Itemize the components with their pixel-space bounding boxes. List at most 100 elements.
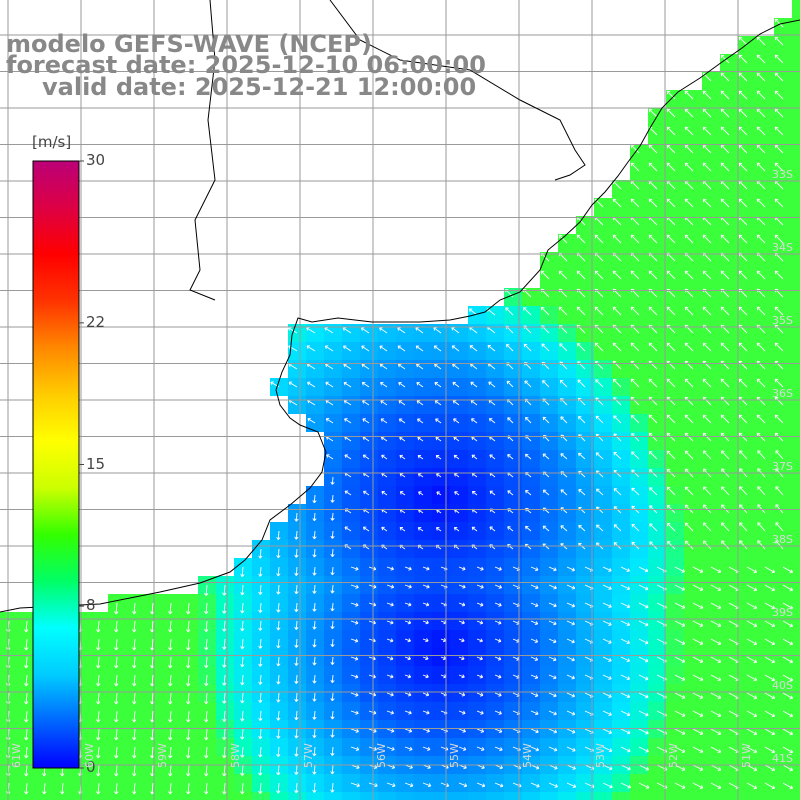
wind-arrow bbox=[595, 415, 604, 424]
wind-arrow bbox=[330, 566, 335, 576]
wind-arrow bbox=[666, 522, 676, 532]
wind-arrow bbox=[775, 540, 784, 550]
wind-arrow bbox=[782, 602, 793, 610]
wind-arrow bbox=[398, 400, 406, 406]
wind-arrow bbox=[602, 656, 612, 662]
field-cell bbox=[576, 792, 594, 800]
wind-arrow bbox=[620, 764, 631, 771]
wind-arrow bbox=[638, 584, 649, 591]
wind-arrow bbox=[471, 454, 478, 460]
wind-arrow bbox=[494, 584, 502, 589]
field-cell bbox=[342, 792, 360, 800]
wind-arrow bbox=[343, 381, 352, 388]
wind-arrow bbox=[558, 306, 568, 316]
wind-arrow bbox=[458, 710, 466, 715]
lon-label: 59W bbox=[156, 743, 169, 768]
field-cell bbox=[792, 18, 800, 36]
wind-arrow bbox=[96, 710, 101, 723]
wind-arrow bbox=[422, 782, 432, 788]
wind-arrow bbox=[343, 345, 352, 352]
wind-arrow bbox=[620, 710, 631, 717]
wind-arrow bbox=[739, 504, 748, 514]
wind-arrow bbox=[548, 692, 557, 698]
wind-arrow bbox=[350, 566, 359, 571]
wind-arrow bbox=[240, 656, 245, 668]
wind-arrow bbox=[240, 638, 245, 650]
wind-arrow bbox=[774, 36, 784, 46]
wind-arrow bbox=[674, 602, 686, 609]
wind-arrow bbox=[96, 782, 101, 795]
wind-arrow bbox=[240, 782, 245, 795]
wind-arrow bbox=[399, 436, 406, 442]
wind-arrow bbox=[379, 327, 388, 334]
colorbar-unit: [m/s] bbox=[32, 133, 72, 151]
lat-label: 40S bbox=[772, 679, 793, 692]
wind-arrow bbox=[746, 746, 758, 754]
wind-arrow bbox=[703, 450, 712, 460]
wind-arrow bbox=[312, 764, 317, 775]
field-cell bbox=[792, 576, 800, 594]
wind-arrow bbox=[350, 728, 359, 733]
wind-arrow bbox=[294, 584, 299, 595]
wind-arrow bbox=[362, 454, 370, 460]
wind-arrow bbox=[312, 584, 317, 594]
wind-arrow bbox=[774, 306, 784, 316]
wind-arrow bbox=[720, 162, 730, 172]
wind-arrow bbox=[324, 327, 334, 334]
wind-arrow bbox=[204, 764, 209, 777]
wind-arrow bbox=[404, 674, 412, 679]
wind-arrow bbox=[756, 90, 766, 100]
wind-arrow bbox=[258, 710, 263, 721]
wind-arrow bbox=[422, 584, 430, 589]
wind-arrow bbox=[710, 620, 722, 628]
field-cell bbox=[792, 378, 800, 396]
field-cell bbox=[198, 792, 216, 800]
wind-arrow bbox=[756, 342, 766, 352]
wind-arrow bbox=[764, 746, 776, 754]
field-cell bbox=[792, 252, 800, 270]
wind-arrow bbox=[638, 656, 649, 663]
wind-arrow bbox=[294, 530, 299, 540]
wind-arrow bbox=[666, 486, 676, 496]
wind-arrow bbox=[204, 584, 209, 596]
wind-arrow bbox=[399, 527, 406, 532]
wind-arrow bbox=[692, 638, 704, 645]
wind-arrow bbox=[720, 414, 730, 424]
wind-arrow bbox=[294, 710, 299, 721]
wind-arrow bbox=[422, 692, 430, 697]
wind-arrow bbox=[764, 656, 776, 664]
field-cell bbox=[792, 306, 800, 324]
wind-arrow bbox=[702, 90, 712, 100]
wind-arrow bbox=[702, 270, 712, 280]
wind-arrow bbox=[186, 746, 191, 759]
border-path bbox=[329, 0, 586, 181]
wind-arrow bbox=[684, 414, 694, 424]
wind-arrow bbox=[720, 270, 730, 280]
wind-arrow bbox=[186, 692, 191, 705]
wind-arrow bbox=[276, 656, 281, 667]
wind-arrow bbox=[638, 620, 649, 627]
wind-arrow bbox=[746, 656, 758, 664]
wind-arrow bbox=[602, 710, 612, 716]
field-cell bbox=[792, 594, 800, 612]
wind-arrow bbox=[738, 378, 748, 388]
wind-arrow bbox=[666, 414, 676, 424]
lat-label: 35S bbox=[772, 314, 793, 327]
wind-arrow bbox=[361, 345, 370, 352]
wind-arrow bbox=[494, 620, 502, 625]
wind-arrow bbox=[548, 764, 558, 770]
field-cell bbox=[792, 432, 800, 450]
wind-arrow bbox=[471, 490, 478, 496]
wind-arrow bbox=[222, 746, 227, 759]
field-cell bbox=[792, 612, 800, 630]
wind-arrow bbox=[379, 345, 388, 352]
uruguay-river-path bbox=[189, 0, 216, 301]
wind-arrow bbox=[380, 436, 388, 442]
wind-arrow bbox=[720, 198, 730, 208]
wind-arrow bbox=[494, 746, 503, 752]
wind-arrow bbox=[507, 526, 514, 532]
wind-arrow bbox=[350, 782, 360, 788]
wind-arrow bbox=[620, 674, 631, 681]
wind-arrow bbox=[710, 692, 722, 700]
wind-arrow bbox=[684, 234, 694, 244]
